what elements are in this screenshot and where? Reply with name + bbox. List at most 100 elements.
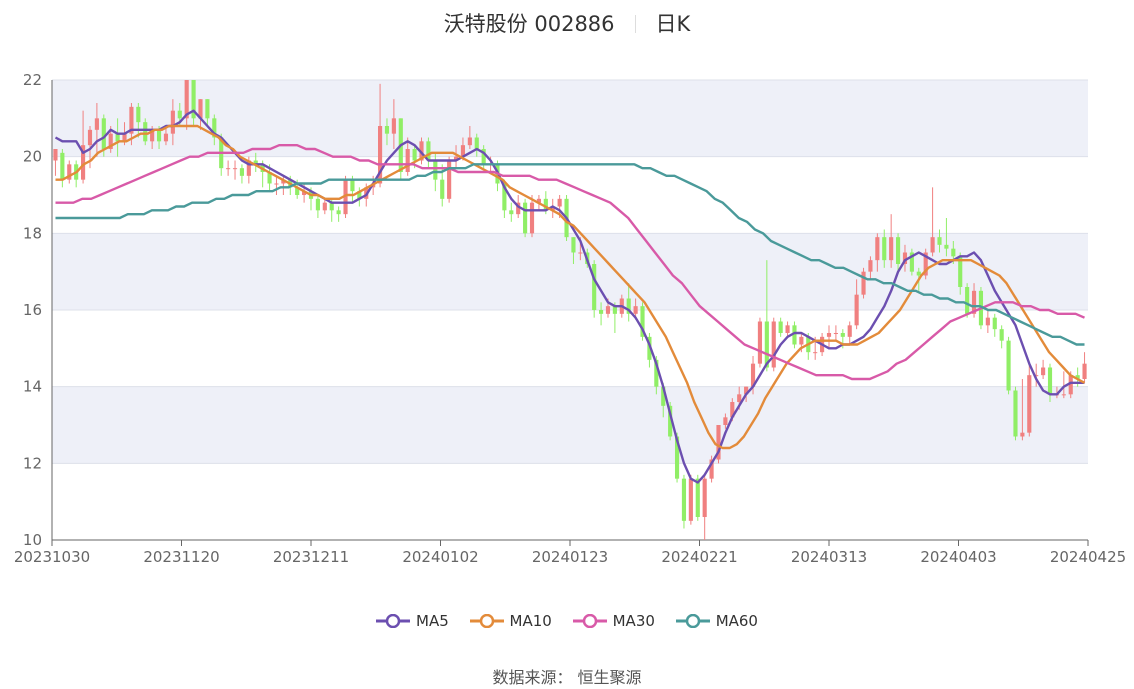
candle-body	[709, 459, 714, 479]
candle	[67, 160, 72, 184]
candle	[1047, 363, 1053, 402]
candle	[771, 317, 776, 372]
candle-body	[744, 386, 749, 395]
candle-body	[571, 237, 576, 253]
legend-ma30-icon	[572, 614, 607, 628]
candle-body	[902, 252, 908, 264]
x-tick-label: 20240403	[920, 548, 996, 566]
candle-body	[882, 237, 887, 261]
series-line-ma60	[55, 163, 1085, 346]
legend-item-ma10[interactable]: MA10	[469, 612, 552, 630]
legend-item-ma30[interactable]: MA30	[572, 612, 655, 630]
candle-body	[191, 80, 196, 119]
candle	[626, 283, 631, 322]
candle-body	[840, 333, 845, 337]
candle	[861, 267, 866, 299]
candle-body	[412, 149, 417, 161]
candle-body	[516, 202, 521, 215]
y-tick-label: 20	[23, 148, 42, 166]
candle	[1020, 379, 1025, 441]
candle-body	[730, 402, 735, 418]
candle-body	[246, 160, 251, 176]
candle-body	[1020, 432, 1025, 437]
candle	[882, 229, 887, 268]
candle	[170, 99, 175, 146]
candle	[426, 137, 431, 169]
candle-body	[377, 126, 383, 184]
candle	[1034, 363, 1039, 387]
candle	[923, 248, 928, 280]
candle-body	[723, 417, 728, 425]
candle-body	[868, 260, 873, 272]
candle	[930, 187, 935, 257]
candle-body	[529, 202, 535, 234]
candle-body	[136, 106, 141, 123]
candle	[612, 302, 617, 333]
legend-item-ma60[interactable]: MA60	[675, 612, 758, 630]
candle-body	[750, 363, 756, 387]
candle-body	[626, 298, 631, 314]
candle-body	[737, 394, 742, 402]
candle-body	[640, 306, 645, 337]
candle-body	[778, 321, 783, 333]
candle-body	[226, 168, 231, 170]
candle	[205, 99, 210, 126]
candle	[778, 317, 783, 337]
candle-body	[854, 294, 859, 326]
candle-body	[916, 271, 921, 276]
candle-body	[1075, 375, 1080, 379]
candle	[447, 156, 452, 203]
candle-body	[937, 237, 942, 245]
candle	[875, 233, 880, 272]
candle-body	[67, 164, 72, 180]
candle	[163, 126, 169, 146]
x-tick-label: 20231120	[143, 548, 219, 566]
candle	[232, 160, 238, 180]
y-tick-label: 10	[23, 531, 42, 549]
candle-body	[813, 352, 818, 354]
candle-body	[129, 106, 134, 134]
candle-body	[592, 264, 597, 310]
legend-ma5-icon	[376, 614, 410, 628]
candle-body	[861, 271, 866, 295]
legend-ma10-label: MA10	[509, 612, 552, 630]
candle-body	[1061, 394, 1066, 396]
candle-body	[612, 306, 617, 314]
candle-body	[1006, 340, 1011, 391]
candle	[184, 80, 189, 130]
candle-body	[833, 333, 838, 334]
x-tick-label: 20240102	[402, 548, 478, 566]
candle	[143, 118, 148, 146]
candle-body	[405, 149, 410, 172]
candle	[60, 149, 65, 188]
candle-body	[889, 237, 894, 261]
legend-item-ma5[interactable]: MA5	[376, 612, 449, 630]
candle	[826, 325, 832, 349]
chart-title: 沃特股份 002886 日K	[0, 8, 1134, 38]
candle-body	[302, 191, 307, 195]
candle	[668, 402, 673, 441]
grid-band	[52, 233, 1088, 310]
candle	[681, 474, 687, 529]
candle	[640, 302, 645, 341]
candle	[709, 455, 714, 483]
candle-body	[674, 436, 680, 479]
candle-body	[108, 133, 113, 149]
y-tick-label: 18	[23, 224, 42, 242]
candle-body	[654, 359, 659, 387]
candle	[1061, 371, 1066, 399]
candle	[136, 103, 141, 138]
candle	[274, 175, 279, 195]
candle-body	[122, 133, 127, 142]
candle	[999, 325, 1004, 349]
candle-body	[785, 325, 790, 333]
candle	[889, 214, 894, 268]
candle	[453, 145, 459, 169]
candle-body	[502, 183, 507, 211]
candle	[702, 474, 707, 540]
candle-body	[771, 321, 776, 368]
candle-body	[951, 248, 956, 257]
candle	[985, 310, 990, 333]
candle-body	[184, 80, 189, 119]
candle-body	[971, 290, 977, 314]
